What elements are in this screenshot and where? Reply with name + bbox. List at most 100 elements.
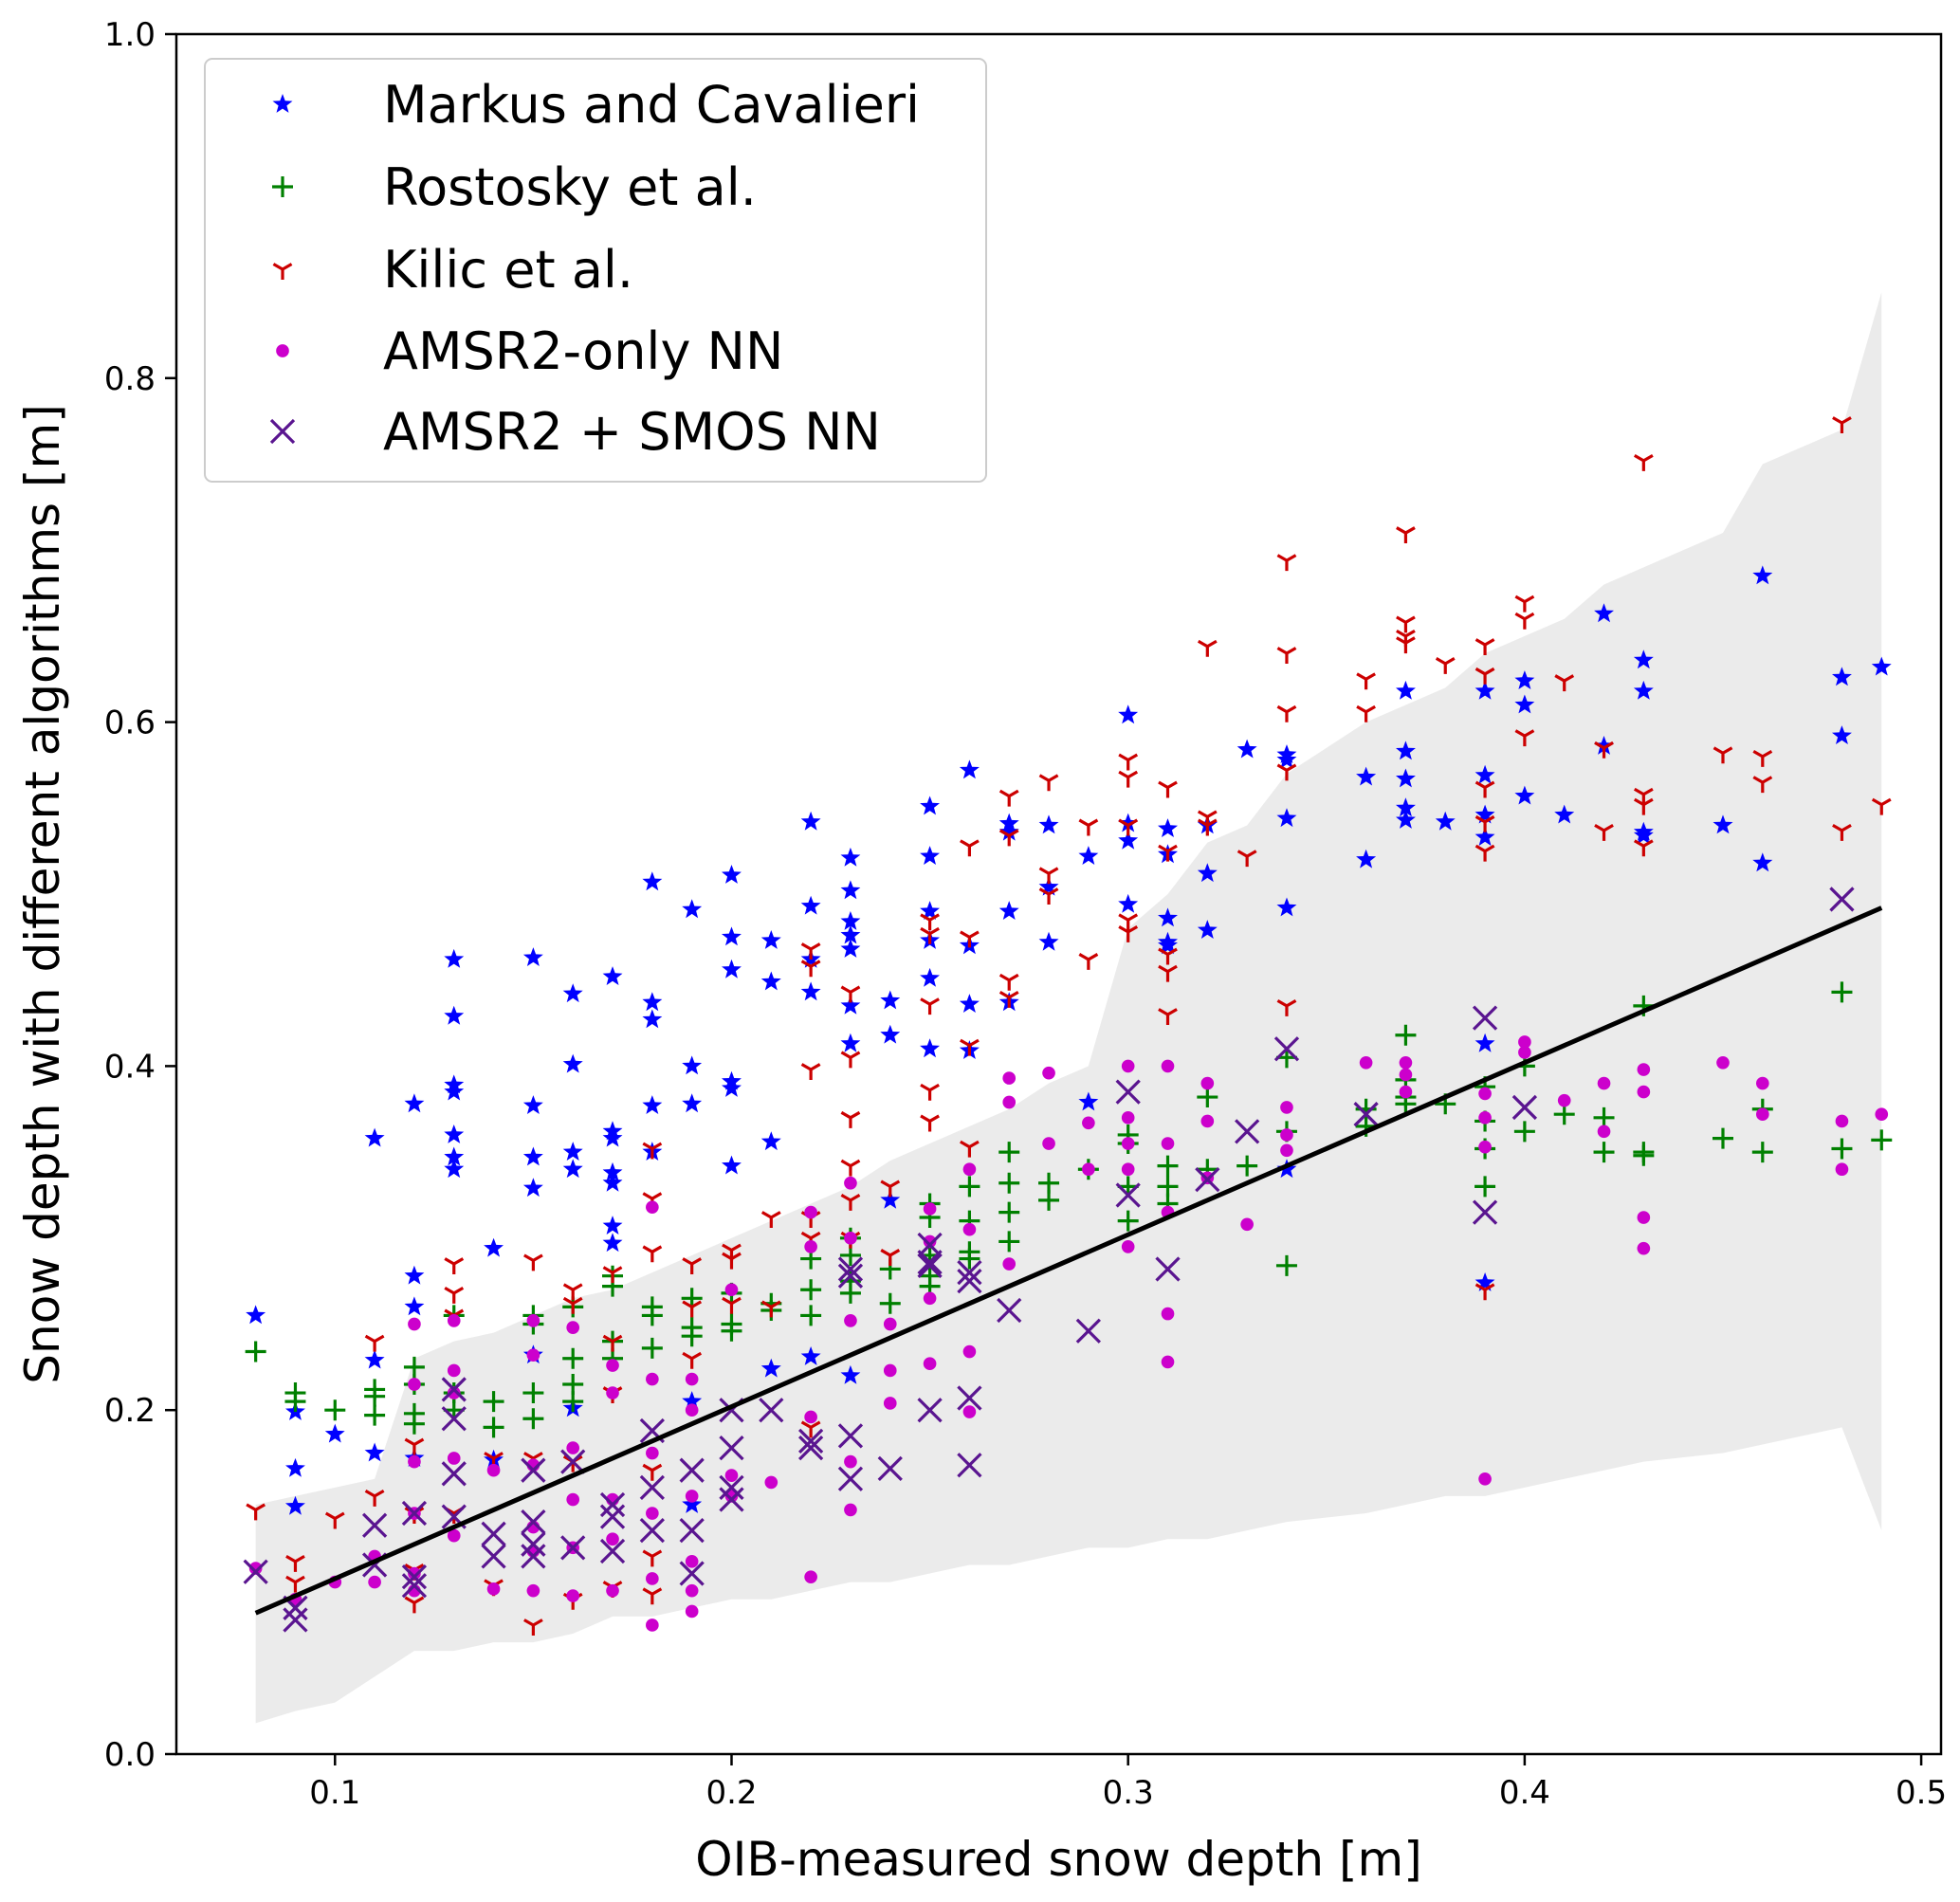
data-point bbox=[646, 1619, 659, 1632]
spread-band-layer bbox=[255, 292, 1882, 1724]
data-point bbox=[1518, 1046, 1531, 1059]
data-point bbox=[923, 1357, 937, 1371]
data-point bbox=[364, 1349, 385, 1369]
data-point bbox=[1751, 1142, 1773, 1163]
data-point bbox=[722, 865, 742, 884]
legend-marker bbox=[269, 418, 296, 445]
data-point bbox=[998, 829, 1019, 847]
data-point bbox=[646, 1200, 659, 1214]
data-point bbox=[800, 811, 821, 831]
data-point bbox=[1597, 1125, 1611, 1139]
data-point bbox=[404, 1437, 425, 1455]
data-point bbox=[447, 1386, 461, 1399]
data-point bbox=[1200, 1076, 1215, 1090]
data-point bbox=[1082, 1162, 1095, 1177]
data-point bbox=[562, 1159, 583, 1179]
data-point bbox=[797, 1428, 824, 1454]
data-point bbox=[642, 1245, 663, 1263]
data-point bbox=[804, 1570, 817, 1583]
data-point bbox=[1871, 797, 1892, 815]
data-point bbox=[1832, 823, 1852, 841]
data-point bbox=[1713, 814, 1733, 834]
data-point bbox=[646, 1372, 659, 1386]
data-point bbox=[1236, 739, 1257, 759]
axis-ticks-layer: 0.1 0.2 0.3 0.4 0.5 0.0 0.2 0.4 0.6 0.8 1.0 bbox=[104, 16, 1947, 1812]
data-point bbox=[1478, 1472, 1492, 1486]
data-point bbox=[722, 926, 742, 946]
data-point bbox=[642, 992, 663, 1012]
data-point bbox=[1158, 947, 1178, 965]
data-point bbox=[1553, 1104, 1575, 1125]
data-point bbox=[837, 1263, 864, 1289]
data-point bbox=[722, 959, 742, 978]
data-point bbox=[486, 1582, 501, 1596]
data-point bbox=[481, 1521, 506, 1546]
data-point bbox=[364, 1385, 386, 1407]
y-tick-label: 0.2 bbox=[104, 1392, 156, 1430]
data-point bbox=[1832, 725, 1852, 744]
data-point bbox=[957, 1259, 982, 1286]
data-point bbox=[1197, 818, 1218, 836]
data-point bbox=[522, 1382, 544, 1404]
data-point bbox=[1118, 753, 1139, 771]
data-point bbox=[1475, 680, 1495, 700]
data-point bbox=[599, 1538, 626, 1564]
data-point bbox=[1038, 1189, 1060, 1211]
data-point bbox=[760, 1300, 781, 1318]
data-point bbox=[1594, 603, 1614, 623]
data-point bbox=[998, 789, 1019, 807]
data-point bbox=[562, 1053, 583, 1073]
data-point bbox=[685, 1555, 699, 1568]
data-point bbox=[923, 1291, 937, 1306]
data-point bbox=[1637, 1241, 1651, 1255]
data-point bbox=[526, 1314, 540, 1327]
data-point bbox=[606, 1583, 619, 1598]
data-point bbox=[1832, 667, 1852, 686]
data-point bbox=[283, 1607, 308, 1633]
data-point bbox=[1475, 638, 1495, 655]
data-point bbox=[1593, 1106, 1615, 1128]
data-point bbox=[1513, 1121, 1535, 1143]
data-point bbox=[483, 1391, 504, 1413]
data-point bbox=[1158, 1008, 1178, 1025]
data-point bbox=[724, 1283, 739, 1297]
data-point bbox=[642, 1549, 663, 1567]
data-point bbox=[606, 1359, 619, 1372]
data-point bbox=[562, 1142, 583, 1161]
data-point bbox=[1280, 1101, 1293, 1114]
data-point bbox=[646, 1507, 659, 1520]
data-point bbox=[1078, 1091, 1099, 1111]
data-points-layer bbox=[243, 416, 1893, 1636]
data-point bbox=[1197, 920, 1218, 939]
data-point bbox=[998, 973, 1019, 991]
data-point bbox=[602, 1172, 623, 1192]
data-point bbox=[957, 1385, 982, 1411]
data-point bbox=[403, 1413, 425, 1435]
data-point bbox=[562, 1296, 583, 1314]
data-point bbox=[997, 1297, 1022, 1324]
data-point bbox=[1633, 453, 1654, 471]
data-point bbox=[760, 1211, 781, 1229]
data-point bbox=[722, 1296, 742, 1314]
data-point bbox=[840, 995, 861, 1015]
data-point bbox=[1831, 1138, 1853, 1160]
data-point bbox=[1038, 774, 1059, 792]
data-point bbox=[1752, 852, 1773, 872]
data-point bbox=[1121, 1240, 1135, 1253]
data-point bbox=[642, 1463, 663, 1481]
data-point bbox=[1475, 1283, 1495, 1301]
x-axis-title: OIB-measured snow depth [m] bbox=[695, 1832, 1421, 1887]
data-point bbox=[1755, 1076, 1769, 1090]
data-point bbox=[441, 1377, 467, 1402]
data-point bbox=[880, 1024, 901, 1044]
data-point bbox=[797, 1435, 824, 1461]
data-point bbox=[1514, 694, 1535, 714]
data-point bbox=[404, 1093, 425, 1113]
data-point bbox=[1829, 887, 1855, 912]
plot-area-frame bbox=[174, 32, 1943, 1756]
data-point bbox=[1115, 1079, 1141, 1105]
data-point bbox=[364, 1334, 385, 1352]
data-point bbox=[1514, 785, 1535, 805]
data-point bbox=[1276, 763, 1297, 781]
data-point bbox=[361, 1512, 388, 1538]
